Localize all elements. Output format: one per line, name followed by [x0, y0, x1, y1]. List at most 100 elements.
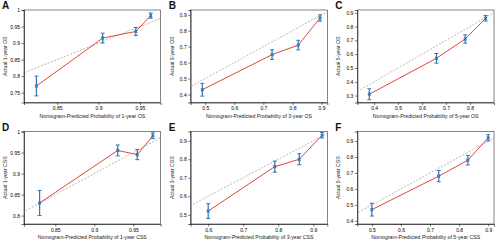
tick: 0.8: [180, 28, 191, 34]
tick: 0.6: [180, 60, 191, 66]
tick-mark: [188, 47, 191, 48]
reference-line: [191, 132, 328, 225]
tick: 0.5: [180, 76, 191, 82]
error-bar: [151, 133, 155, 139]
tick: 1: [17, 129, 24, 135]
error-bar: [34, 76, 38, 96]
tick: 0.9: [346, 10, 357, 16]
calibration-line: [369, 18, 485, 94]
tick-mark: [355, 221, 358, 222]
calibration-line: [202, 18, 320, 90]
error-bar-cap: [151, 138, 155, 139]
tick-label: 0.7: [240, 227, 247, 233]
tick: 0.95: [10, 150, 24, 156]
point: [434, 56, 439, 61]
tick-label: 0.8: [13, 213, 20, 219]
tick: 0.3: [346, 93, 357, 99]
tick-mark: [355, 54, 358, 55]
tick-mark: [22, 174, 25, 175]
point: [486, 135, 491, 140]
error-bar-cap: [135, 159, 139, 160]
tick-label: 0.95: [129, 227, 139, 233]
tick-mark: [22, 153, 25, 154]
tick-label: 0.9: [96, 105, 103, 111]
x-axis: 0.40.50.60.70.8: [358, 103, 495, 112]
tick: 0.5: [346, 202, 357, 208]
tick: 0.8: [180, 156, 191, 162]
tick-label: 0.85: [51, 227, 61, 233]
tick-label: 0.3: [346, 93, 353, 99]
error-bar: [134, 28, 138, 36]
plot-area: [357, 10, 494, 103]
tick-mark: [22, 132, 25, 133]
tick: 0.6: [398, 224, 405, 233]
point: [367, 92, 372, 97]
error-bar: [149, 13, 153, 18]
error-bar-cap: [370, 203, 374, 204]
tick-mark: [188, 63, 191, 64]
tick: 0.7: [240, 224, 247, 233]
error-bar: [200, 83, 204, 96]
plot-area: [357, 132, 494, 225]
tick-label: 0.9: [319, 105, 326, 111]
error-bar-cap: [463, 43, 467, 44]
y-axis: 0.40.50.60.70.80.9: [180, 11, 191, 104]
panel: 0.850.90.950.750.80.850.90.951Nomogram-P…: [0, 0, 500, 243]
point: [34, 83, 39, 88]
error-bar-cap: [149, 18, 153, 19]
axis-line: [22, 132, 25, 225]
tick-mark: [188, 178, 191, 179]
error-bar: [486, 135, 490, 141]
panel-label: B: [169, 0, 176, 11]
tick: 0.9: [310, 224, 317, 233]
point: [463, 36, 468, 41]
error-bar-cap: [434, 53, 438, 54]
error-bar-cap: [463, 34, 467, 35]
error-bar-cap: [273, 161, 277, 162]
tick-label: 0.5: [346, 65, 353, 71]
tick: 0.85: [53, 103, 63, 112]
error-bar: [437, 171, 441, 182]
tick-label: 0.8: [180, 156, 187, 162]
error-bar-cap: [320, 132, 324, 133]
panel-label: A: [2, 0, 9, 11]
tick-label: 0.8: [346, 24, 353, 30]
tick-label: 0.9: [310, 227, 317, 233]
tick-label: 0.7: [427, 227, 434, 233]
tick-mark: [22, 43, 25, 44]
tick: 0.7: [260, 103, 267, 112]
error-bar-cap: [297, 164, 301, 165]
panel-label: E: [169, 122, 176, 133]
tick-label: 1: [17, 129, 20, 135]
y-axis-title: Actual 3-year CSS: [169, 156, 175, 199]
panel: 0.50.60.70.80.90.40.50.60.70.80.9Nomogra…: [67, 0, 500, 243]
error-bar: [466, 155, 470, 165]
tick-label: 0.8: [456, 227, 463, 233]
tick-label: 0.6: [398, 227, 405, 233]
error-bar: [463, 35, 467, 43]
error-bar: [370, 203, 374, 216]
tick: 0.7: [346, 37, 357, 43]
plot-area: [191, 10, 328, 103]
y-axis-title: Actual 1-year CSS: [2, 156, 8, 199]
tick-mark: [188, 196, 191, 197]
tick: 0.7: [443, 103, 450, 112]
error-bar: [484, 16, 488, 22]
tick-mark: [355, 141, 358, 142]
tick-mark: [355, 96, 358, 97]
tick-label: 0.5: [346, 202, 353, 208]
tick: 0.5: [180, 212, 191, 218]
error-bar-cap: [200, 96, 204, 97]
point: [148, 13, 153, 18]
error-bar-cap: [466, 164, 470, 165]
tick: 0.6: [346, 51, 357, 57]
tick-label: 0.5: [369, 227, 376, 233]
error-bar-cap: [101, 43, 105, 44]
tick: 0.7: [427, 224, 434, 233]
reference-line: [357, 132, 494, 225]
point: [297, 157, 302, 162]
y-axis-title: Actual 5-year OS: [335, 36, 341, 76]
error-bar: [434, 53, 438, 63]
tick-label: 0.6: [180, 193, 187, 199]
calibration-line: [36, 16, 150, 86]
